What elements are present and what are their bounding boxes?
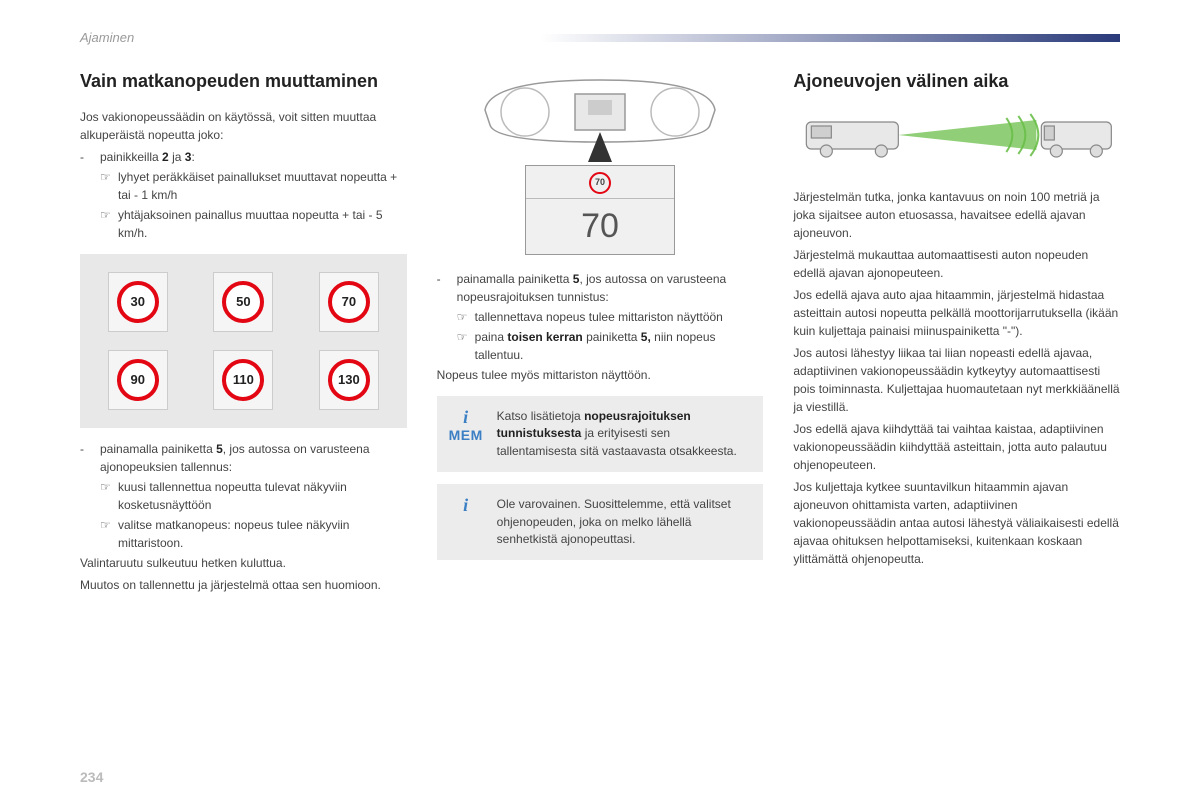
speed-display-panel: 70 70 xyxy=(525,165,675,255)
column-right: Ajoneuvojen välinen aika xyxy=(793,70,1120,598)
header-accent-bar xyxy=(540,34,1120,42)
slower-vehicle: Jos edellä ajava auto ajaa hitaammin, jä… xyxy=(793,286,1120,340)
section-label: Ajaminen xyxy=(80,30,134,45)
too-close-warning: Jos autosi lähestyy liikaa tai liian nop… xyxy=(793,344,1120,416)
speed-sign: 90 xyxy=(108,350,168,410)
info-box-caution: i Ole varovainen. Suosittelemme, että va… xyxy=(437,484,764,560)
vehicle-distance-illustration xyxy=(793,108,1120,168)
heading-vehicle-gap: Ajoneuvojen välinen aika xyxy=(793,70,1120,93)
instrument-cluster-icon xyxy=(470,70,730,165)
info-mem-text: Katso lisätietoja nopeusrajoituksen tunn… xyxy=(497,408,752,460)
current-speed-readout: 70 xyxy=(526,198,674,252)
sub-long-press: ☞ yhtäjaksoinen painallus muuttaa nopeut… xyxy=(80,206,407,242)
speed-sign: 70 xyxy=(319,272,379,332)
column-left: Vain matkanopeuden muuttaminen Jos vakio… xyxy=(80,70,407,598)
heading-speed-change: Vain matkanopeuden muuttaminen xyxy=(80,70,407,93)
closing-text-1: Valintaruutu sulkeutuu hetken kuluttua. xyxy=(80,554,407,572)
radar-description: Järjestelmän tutka, jonka kantavuus on n… xyxy=(793,188,1120,242)
speed-sign: 50 xyxy=(213,272,273,332)
sub-press-again: ☞ paina toisen kerran painiketta 5, niin… xyxy=(437,328,764,364)
accelerate-resume: Jos edellä ajava kiihdyttää tai vaihtaa … xyxy=(793,420,1120,474)
sub-speed-to-cluster: ☞ tallennettava nopeus tulee mittariston… xyxy=(437,308,764,326)
column-middle: 70 70 - painamalla painiketta 5, jos aut… xyxy=(437,70,764,598)
overtake-behavior: Jos kuljettaja kytkee suuntavilkun hitaa… xyxy=(793,478,1120,568)
speed-sign: 30 xyxy=(108,272,168,332)
speed-sign: 110 xyxy=(213,350,273,410)
page-header: Ajaminen xyxy=(80,30,1120,45)
content-columns: Vain matkanopeuden muuttaminen Jos vakio… xyxy=(80,70,1120,598)
speed-limit-badge: 70 xyxy=(589,172,611,194)
info-caution-text: Ole varovainen. Suosittelemme, että vali… xyxy=(497,496,752,548)
info-box-mem: i MEM Katso lisätietoja nopeusrajoitukse… xyxy=(437,396,764,472)
bullet-button-5-memory: - painamalla painiketta 5, jos autossa o… xyxy=(80,440,407,476)
bullet-buttons-2-3: - painikkeilla 2 ja 3: xyxy=(80,148,407,166)
dashboard-illustration: 70 70 xyxy=(437,70,764,255)
closing-text-2: Muutos on tallennettu ja järjestelmä ott… xyxy=(80,576,407,594)
adapt-speed: Järjestelmä mukauttaa automaattisesti au… xyxy=(793,246,1120,282)
sub-select-speed: ☞ valitse matkanopeus: nopeus tulee näky… xyxy=(80,516,407,552)
sub-short-press: ☞ lyhyet peräkkäiset painallukset muutta… xyxy=(80,168,407,204)
info-icon: i xyxy=(445,496,487,516)
speed-display-note: Nopeus tulee myös mittariston näyttöön. xyxy=(437,366,764,384)
speed-sign: 130 xyxy=(319,350,379,410)
sub-six-stored: ☞ kuusi tallennettua nopeutta tulevat nä… xyxy=(80,478,407,514)
intro-text: Jos vakionopeussäädin on käytössä, voit … xyxy=(80,108,407,144)
speed-sign-grid: 30 50 70 90 110 130 xyxy=(80,254,407,428)
info-mem-icon: i MEM xyxy=(445,408,487,443)
bullet-button-5-recognition: - painamalla painiketta 5, jos autossa o… xyxy=(437,270,764,306)
page-number: 234 xyxy=(80,769,103,785)
